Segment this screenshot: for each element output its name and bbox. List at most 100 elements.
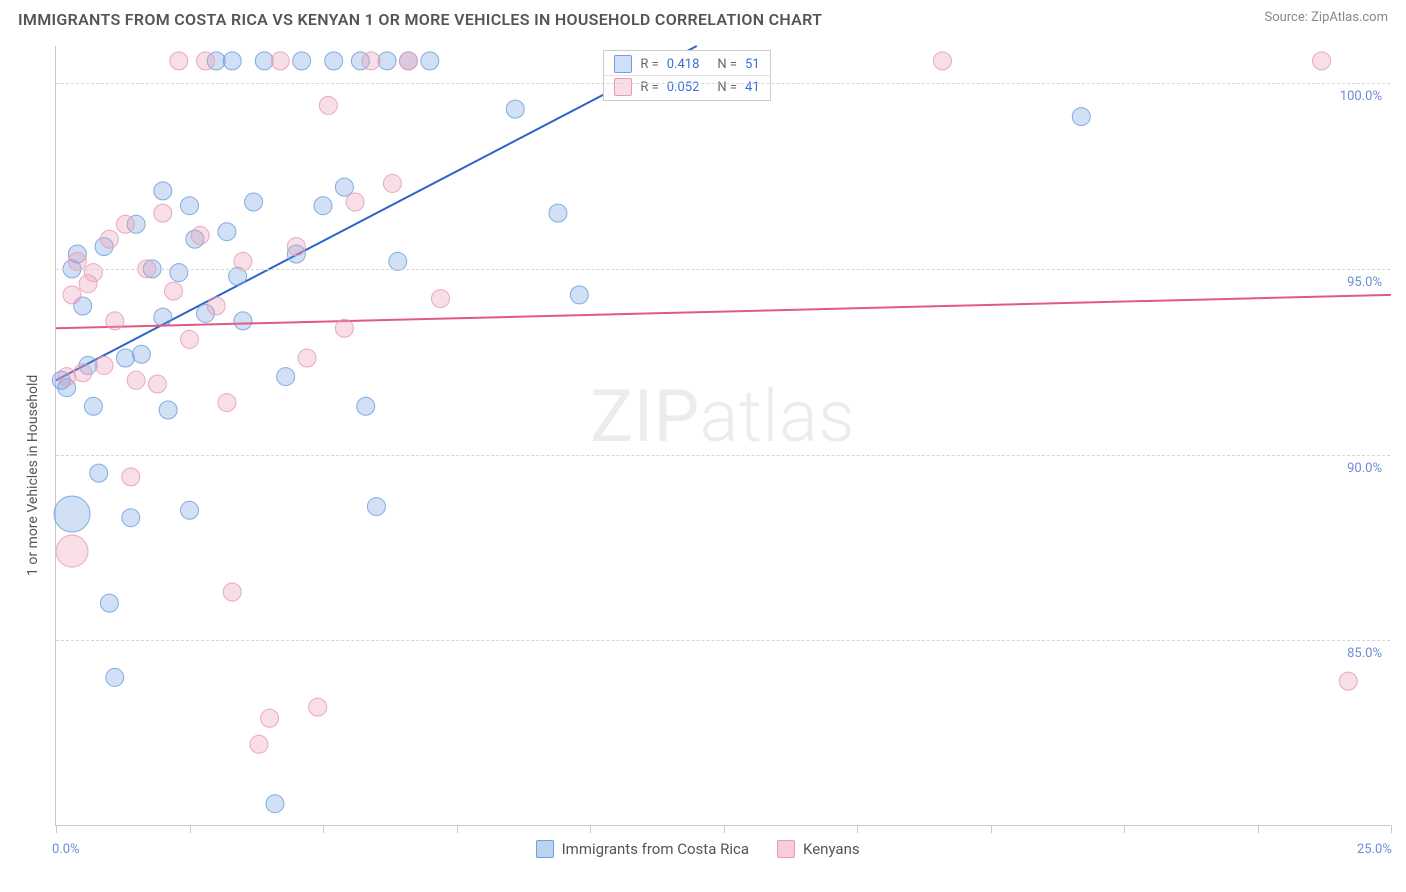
data-point: [314, 197, 332, 215]
gridline: [56, 269, 1390, 270]
data-point: [223, 52, 241, 70]
y-tick-label: 95.0%: [1347, 275, 1382, 290]
data-point: [255, 52, 273, 70]
legend-stat-row: R =0.418N =51: [604, 53, 769, 76]
stat-n-label: N =: [717, 80, 737, 95]
data-point: [570, 286, 588, 304]
stat-r-value: 0.052: [667, 80, 700, 95]
data-point: [1339, 672, 1357, 690]
x-tick: [724, 825, 725, 833]
legend-swatch: [614, 78, 632, 96]
y-axis-title: 1 or more Vehicles in Household: [25, 375, 41, 576]
data-point: [122, 468, 140, 486]
data-point: [84, 264, 102, 282]
data-point: [389, 252, 407, 270]
stat-n-value: 51: [745, 57, 760, 72]
data-point: [154, 182, 172, 200]
legend-stat-row: R = 0.052 N = 41: [604, 76, 769, 98]
data-point: [357, 397, 375, 415]
data-point: [106, 668, 124, 686]
x-tick: [857, 825, 858, 833]
x-tick: [1258, 825, 1259, 833]
data-point: [159, 401, 177, 419]
data-point: [164, 282, 182, 300]
data-point: [74, 364, 92, 382]
data-point: [100, 594, 118, 612]
data-point: [421, 52, 439, 70]
data-point: [383, 174, 401, 192]
data-point: [68, 252, 86, 270]
data-point: [309, 698, 327, 716]
gridline: [56, 83, 1390, 84]
data-point: [362, 52, 380, 70]
x-tick: [1124, 825, 1125, 833]
data-point: [56, 535, 88, 567]
data-point: [293, 52, 311, 70]
data-point: [287, 238, 305, 256]
data-point: [116, 215, 134, 233]
data-point: [261, 709, 279, 727]
data-point: [245, 193, 263, 211]
data-point: [1072, 108, 1090, 126]
x-tick: [991, 825, 992, 833]
legend-swatch: [614, 55, 632, 73]
y-tick-label: 100.0%: [1340, 89, 1382, 104]
data-point: [250, 735, 268, 753]
stat-r-value: 0.418: [667, 57, 700, 72]
legend-label: Immigrants from Costa Rica: [562, 840, 749, 858]
data-point: [367, 498, 385, 516]
legend-item: Kenyans: [777, 840, 860, 858]
data-point: [181, 501, 199, 519]
scatter-svg: [56, 46, 1391, 826]
stat-r-label: R =: [640, 80, 658, 95]
legend-label: Kenyans: [803, 840, 860, 858]
data-point: [378, 52, 396, 70]
gridline: [56, 640, 1390, 641]
data-point: [116, 349, 134, 367]
x-tick: [1391, 825, 1392, 833]
data-point: [218, 394, 236, 412]
data-point: [95, 356, 113, 374]
data-point: [100, 230, 118, 248]
data-point: [181, 197, 199, 215]
data-point: [154, 204, 172, 222]
regression-line: [56, 46, 697, 380]
data-point: [325, 52, 343, 70]
x-tick: [323, 825, 324, 833]
chart-plot-area: ZIPatlas R =0.418N =51R =0.052N =41 85.0…: [55, 46, 1390, 826]
data-point: [191, 226, 209, 244]
data-point: [271, 52, 289, 70]
x-tick: [56, 825, 57, 833]
data-point: [506, 100, 524, 118]
x-tick: [590, 825, 591, 833]
data-point: [170, 264, 188, 282]
data-point: [223, 583, 241, 601]
data-point: [122, 509, 140, 527]
chart-title: IMMIGRANTS FROM COSTA RICA VS KENYAN 1 O…: [18, 10, 822, 29]
data-point: [234, 312, 252, 330]
x-tick-label: 25.0%: [1357, 842, 1392, 857]
data-point: [399, 52, 417, 70]
stat-r-label: R =: [640, 57, 658, 72]
data-point: [1313, 52, 1331, 70]
data-point: [170, 52, 188, 70]
source-label: Source: ZipAtlas.com: [1264, 10, 1388, 25]
data-point: [197, 52, 215, 70]
data-point: [549, 204, 567, 222]
x-tick: [190, 825, 191, 833]
stat-n-value: 41: [745, 80, 760, 95]
data-point: [54, 496, 90, 532]
legend-swatch: [777, 840, 795, 858]
data-point: [335, 319, 353, 337]
data-point: [154, 308, 172, 326]
data-point: [218, 223, 236, 241]
title-bar: IMMIGRANTS FROM COSTA RICA VS KENYAN 1 O…: [0, 0, 1406, 33]
data-point: [132, 345, 150, 363]
data-point: [266, 795, 284, 813]
gridline: [56, 455, 1390, 456]
data-point: [90, 464, 108, 482]
data-point: [277, 368, 295, 386]
y-tick-label: 85.0%: [1347, 646, 1382, 661]
data-point: [181, 330, 199, 348]
series-legend: Immigrants from Costa Rica Kenyans: [536, 840, 860, 858]
